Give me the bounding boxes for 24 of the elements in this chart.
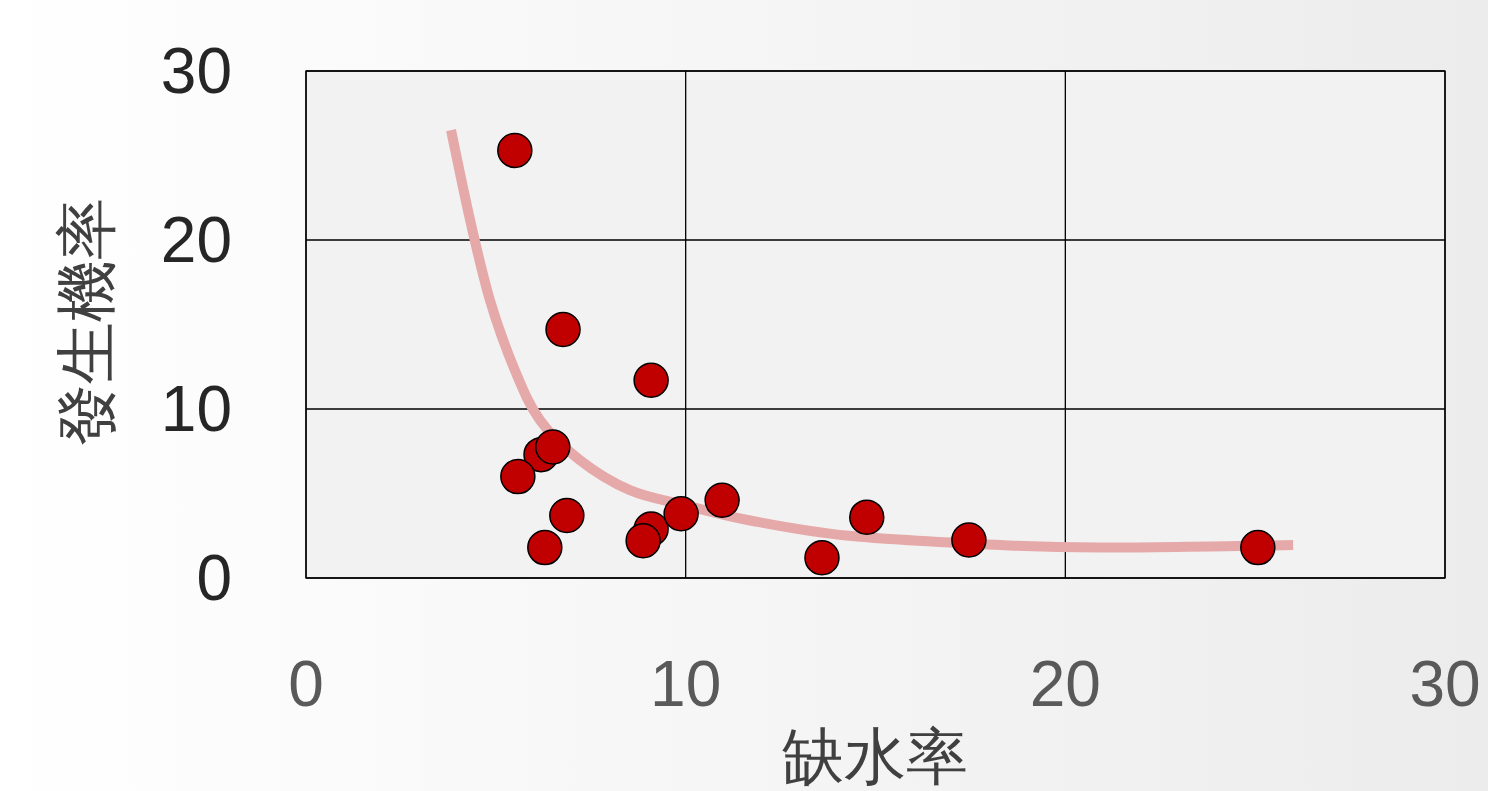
point bbox=[704, 482, 740, 519]
point bbox=[625, 523, 661, 559]
x-tick-label: 10 bbox=[650, 648, 722, 720]
point bbox=[549, 497, 585, 534]
y-tick-label: 10 bbox=[160, 373, 232, 445]
point bbox=[545, 311, 581, 348]
y-tick-label: 30 bbox=[160, 35, 232, 107]
point bbox=[497, 132, 533, 169]
point bbox=[527, 529, 563, 566]
point bbox=[804, 539, 840, 576]
x-tick-label: 20 bbox=[1029, 648, 1101, 720]
x-tick-label: 30 bbox=[1409, 648, 1481, 720]
point bbox=[535, 429, 571, 465]
point bbox=[849, 499, 885, 535]
point bbox=[500, 458, 536, 495]
y-tick-label: 20 bbox=[160, 204, 232, 276]
x-axis-title: 缺水率 bbox=[782, 722, 968, 791]
point bbox=[663, 496, 699, 532]
point bbox=[633, 362, 669, 399]
point bbox=[1240, 529, 1276, 566]
x-tick-label: 0 bbox=[288, 648, 324, 720]
y-tick-label: 0 bbox=[196, 542, 232, 614]
y-axis-title: 發生機率 bbox=[52, 198, 121, 446]
point bbox=[951, 522, 987, 558]
